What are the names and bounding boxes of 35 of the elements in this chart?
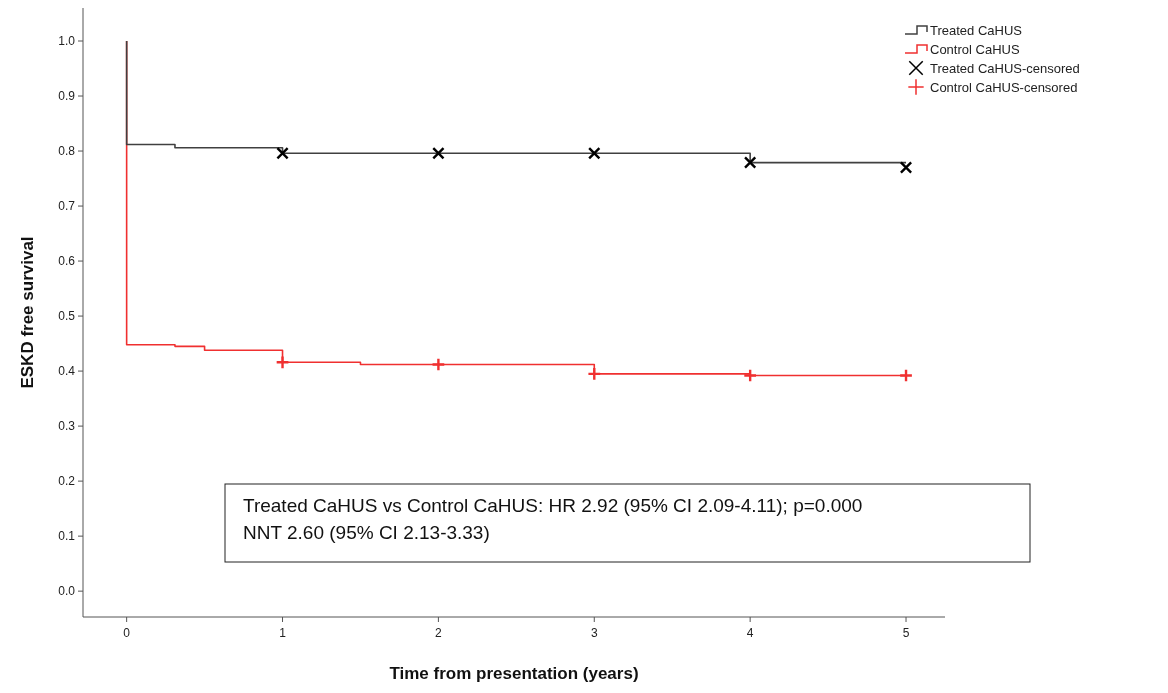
y-tick-label: 0.2	[58, 474, 76, 489]
point	[587, 366, 602, 381]
legend-label: Treated CaHUS	[930, 22, 1023, 38]
x-tick-label: 2	[435, 626, 443, 640]
y-tick-label: 0.5	[58, 309, 76, 324]
x-tick-label: 0	[123, 626, 131, 640]
y-tick-label: 0.3	[58, 419, 76, 434]
y-tick-label: 0.6	[58, 254, 76, 269]
y-tick-label: 0.7	[58, 199, 76, 214]
legend-label: Control CaHUS-censored	[930, 79, 1078, 95]
legend-label: Treated CaHUS-censored	[930, 60, 1080, 76]
point	[743, 156, 757, 169]
x-tick-label: 4	[746, 626, 754, 640]
point	[275, 355, 290, 370]
y-tick-label: 0.0	[58, 584, 76, 599]
y-tick-label: 1.0	[58, 34, 76, 49]
y-tick-label: 0.4	[58, 364, 76, 379]
x-tick-label: 3	[590, 626, 598, 640]
legend-label: Control CaHUS	[930, 41, 1020, 57]
point	[431, 357, 446, 372]
y-tick-label: 0.9	[58, 89, 76, 104]
x-axis-title: Time from presentation (years)	[389, 664, 639, 683]
annotation: Treated CaHUS vs Control CaHUS: HR 2.92 (95% CI 2.09-4.11); p=0.000	[243, 495, 863, 516]
point	[432, 146, 445, 160]
annotation: NNT 2.60 (95% CI 2.13-3.33)	[243, 522, 490, 543]
point	[276, 146, 289, 160]
point	[898, 368, 914, 383]
y-axis-title: ESKD free survival	[18, 236, 37, 389]
x-tick-label: 5	[902, 626, 910, 640]
point	[587, 146, 601, 160]
point	[899, 161, 913, 174]
point	[743, 368, 758, 383]
x-tick-label: 1	[279, 626, 287, 640]
y-tick-label: 0.8	[58, 144, 76, 159]
y-tick-label: 0.1	[58, 529, 76, 544]
